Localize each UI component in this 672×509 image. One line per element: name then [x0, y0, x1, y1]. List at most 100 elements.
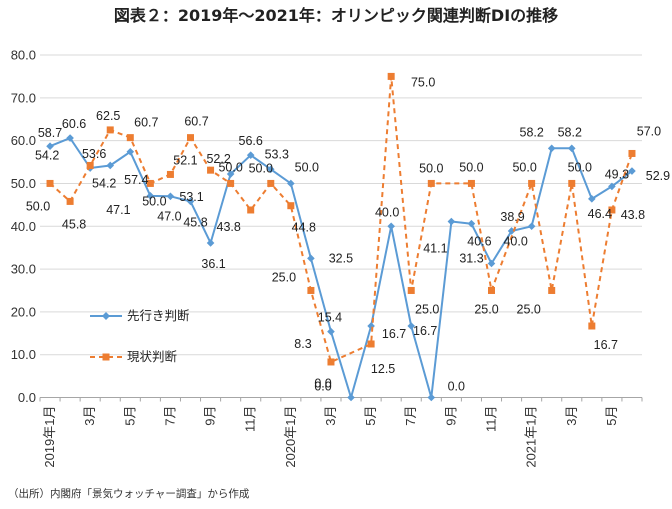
data-point-forecast [146, 192, 155, 200]
x-tick-label: 5月 [363, 406, 378, 426]
data-point-forecast [628, 167, 636, 175]
data-label: 56.6 [239, 134, 263, 148]
data-point-forecast [387, 222, 395, 231]
x-tick-label: 3月 [323, 406, 338, 426]
data-point-forecast [66, 134, 74, 142]
x-tick-label: 5月 [122, 406, 137, 426]
data-label: 46.4 [588, 207, 612, 221]
legend-item-current: 現状判断 [90, 349, 177, 364]
data-point-current [187, 134, 194, 142]
data-label: 15.4 [318, 311, 342, 325]
data-point-current [307, 286, 315, 294]
data-label: 0.0 [448, 380, 465, 394]
data-point-forecast [166, 192, 175, 201]
data-point-forecast [126, 147, 135, 156]
data-point-current [367, 340, 375, 348]
data-label: 38.9 [500, 210, 524, 224]
data-label: 57.4 [124, 173, 148, 187]
data-label: 57.0 [637, 124, 661, 138]
data-point-current [166, 170, 174, 178]
data-label: 50.0 [142, 194, 166, 208]
data-point-current [528, 179, 536, 187]
x-tick-label: 9月 [443, 406, 458, 426]
y-tick-label: 40.0 [11, 219, 36, 234]
x-tick-label: 11月 [484, 406, 499, 433]
data-point-current [207, 166, 215, 174]
y-tick-label: 60.0 [11, 133, 36, 148]
data-point-current [247, 206, 255, 214]
data-label: 43.8 [621, 208, 645, 222]
data-label: 54.2 [35, 148, 59, 162]
data-label: 25.0 [474, 302, 498, 316]
data-label: 50.0 [249, 161, 273, 175]
data-point-current [46, 179, 54, 187]
data-point-forecast [106, 161, 115, 170]
data-point-forecast [287, 179, 295, 188]
data-point-current [126, 134, 134, 142]
data-point-forecast [206, 239, 215, 247]
data-point-current [568, 179, 576, 187]
data-label: 36.1 [201, 257, 225, 271]
data-label: 52.1 [173, 153, 197, 167]
legend-marker-square [102, 353, 110, 361]
data-point-current [588, 322, 596, 330]
x-axis-tick-labels: 2019年1月 3月 5月 7月 9月 11月 2020年1月 3月 5月 7月 9月 11月 2021… [39, 397, 643, 468]
data-point-current [267, 179, 275, 187]
data-point-current [467, 179, 475, 187]
data-point-current [407, 286, 415, 294]
data-label: 43.8 [217, 220, 241, 234]
y-tick-label: 10.0 [11, 347, 36, 362]
data-label: 25.0 [517, 302, 541, 316]
data-label: 41.1 [423, 242, 447, 256]
data-point-current [628, 149, 636, 157]
data-point-forecast [547, 144, 556, 153]
data-label: 52.2 [206, 152, 230, 166]
data-point-forecast [327, 327, 335, 336]
data-point-forecast [307, 254, 315, 263]
data-label: 49.3 [605, 167, 629, 181]
data-point-forecast [427, 393, 436, 402]
y-tick-label: 20.0 [11, 304, 36, 319]
data-point-forecast [46, 142, 54, 150]
legend-item-forecast: 先行き判断 [90, 308, 190, 323]
y-tick-label: 80.0 [11, 48, 36, 63]
data-point-current [488, 286, 495, 294]
data-point-current [327, 358, 335, 366]
data-label: 60.7 [134, 116, 158, 130]
data-label: 47.0 [157, 209, 181, 223]
y-axis-tick-labels: 0.0 10.0 20.0 30.0 40.0 50.0 60.0 70.0 80.0 [11, 48, 36, 406]
data-point-current [86, 161, 94, 169]
data-label: 40.6 [467, 235, 491, 249]
data-label: 16.7 [594, 338, 618, 352]
data-label: 8.3 [294, 337, 311, 351]
data-point-forecast [367, 322, 375, 330]
data-point-forecast [246, 151, 255, 159]
data-label: 50.0 [419, 161, 443, 175]
x-tick-label: 7月 [403, 406, 418, 426]
data-label: 50.0 [26, 199, 50, 213]
data-point-forecast [507, 227, 516, 235]
x-tick-label: 11月 [243, 406, 258, 433]
data-label: 45.8 [183, 215, 207, 229]
data-point-forecast [447, 217, 456, 226]
data-label: 50.0 [568, 160, 592, 174]
data-label: 0.0 [314, 377, 331, 391]
data-point-forecast [608, 182, 616, 191]
data-label: 58.7 [38, 126, 62, 140]
data-label: 44.8 [292, 221, 316, 235]
x-tick-label: 7月 [162, 406, 177, 426]
data-point-current [146, 179, 154, 187]
data-point-forecast [527, 222, 536, 231]
data-label: 60.6 [62, 117, 86, 131]
data-point-current [608, 206, 616, 214]
data-label: 50.0 [459, 160, 483, 174]
data-point-current [227, 179, 235, 187]
data-label: 75.0 [411, 75, 435, 89]
data-label: 25.0 [272, 270, 296, 284]
x-tick-label: 2021年1月 [524, 406, 539, 468]
data-label: 16.7 [382, 327, 406, 341]
data-point-forecast [266, 165, 275, 174]
data-label: 52.9 [646, 169, 670, 183]
data-point-current [427, 179, 435, 187]
data-point-forecast [487, 259, 496, 268]
